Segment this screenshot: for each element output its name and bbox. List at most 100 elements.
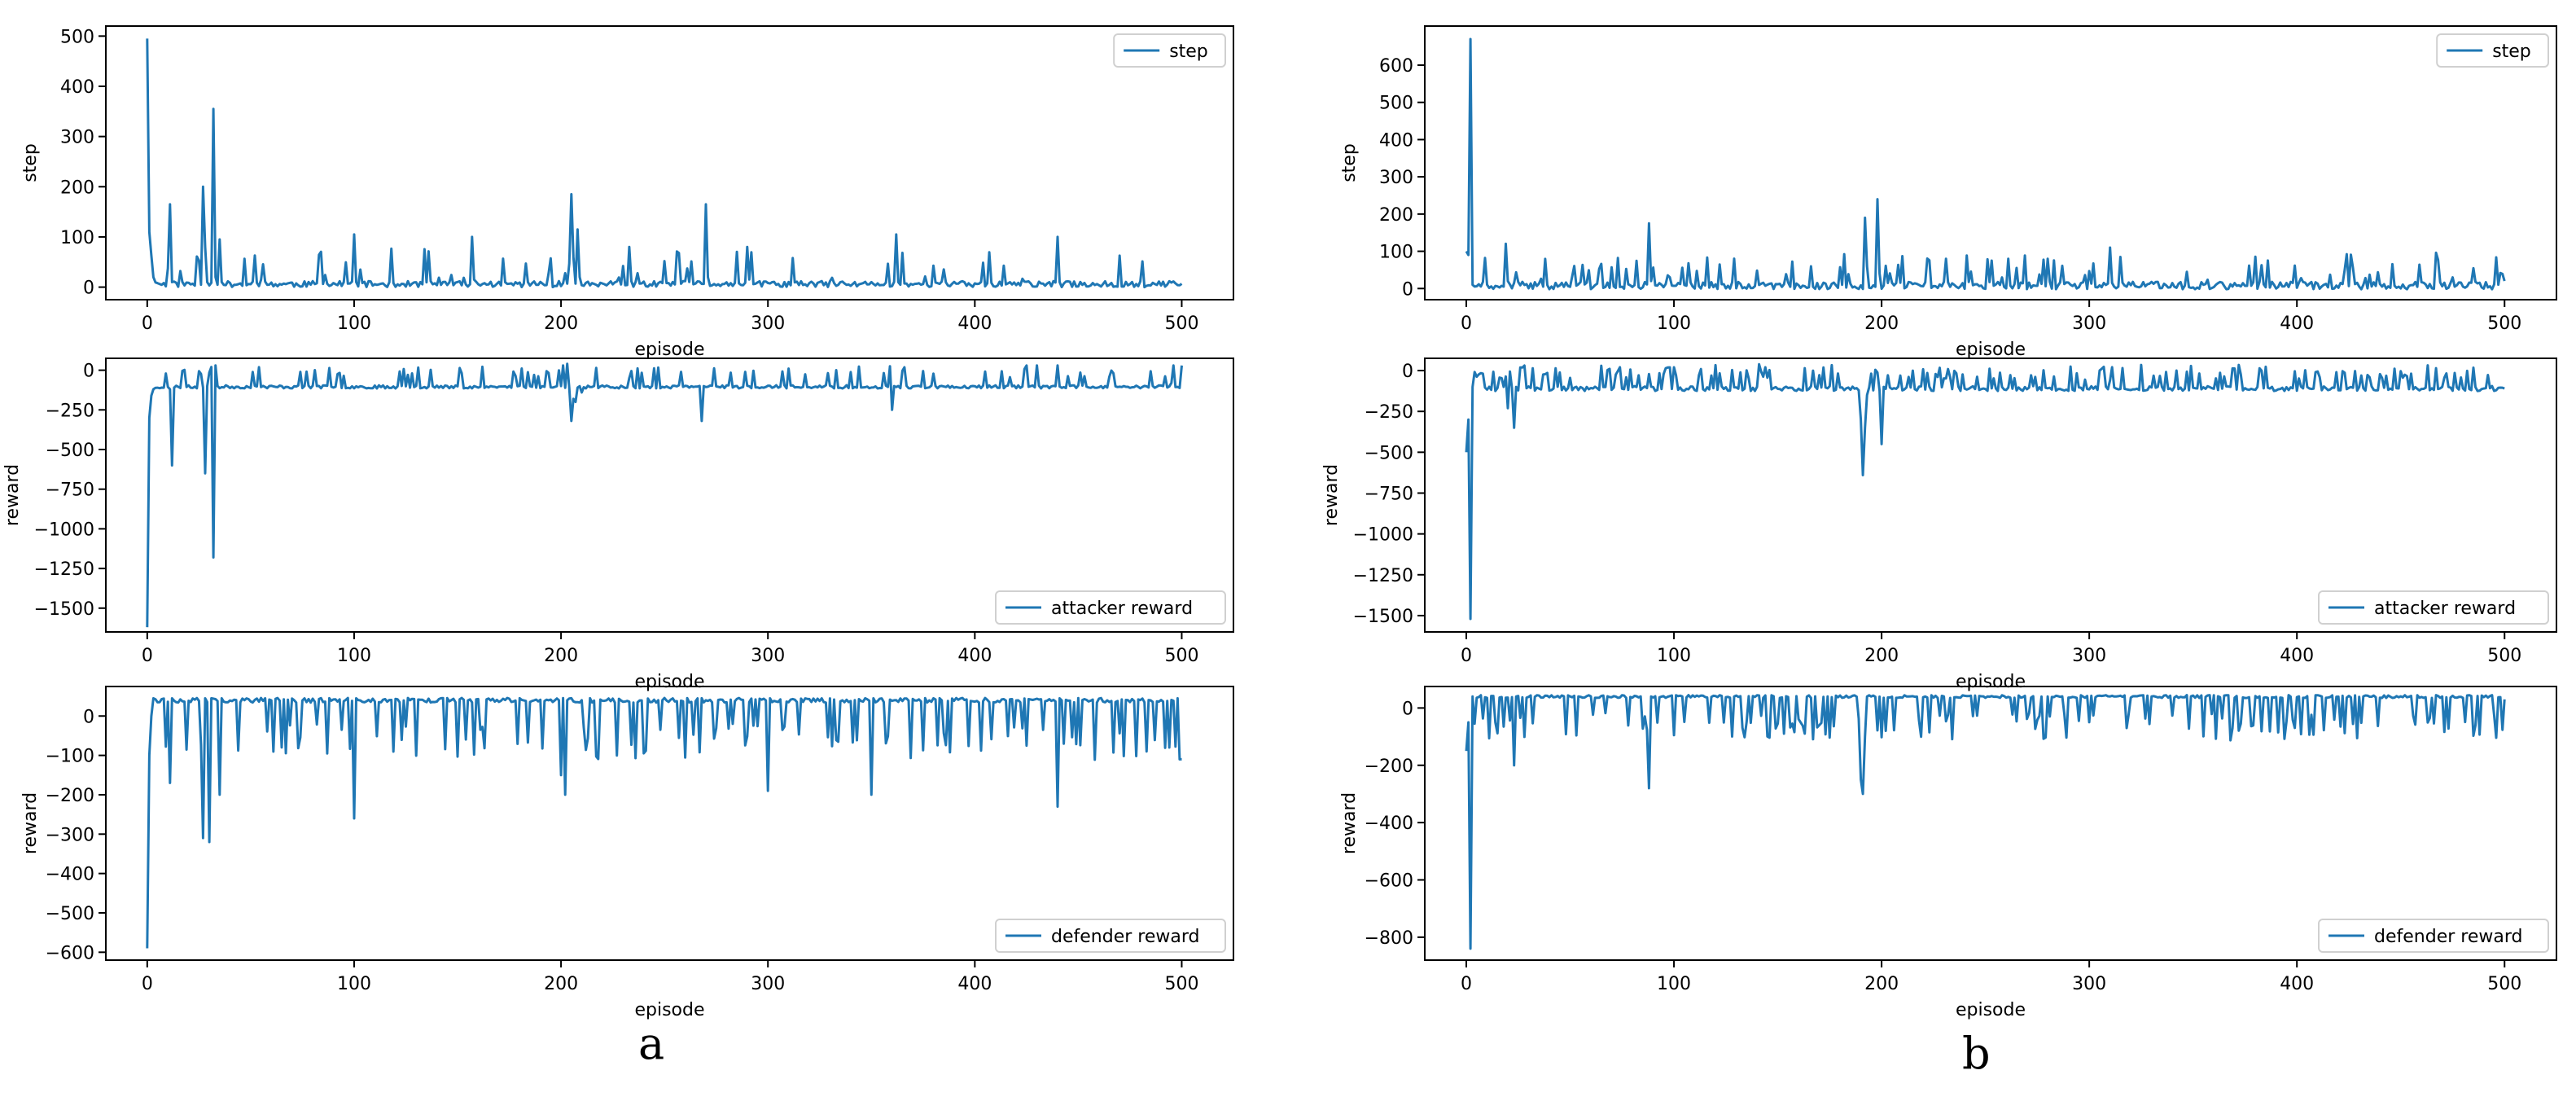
y-tick-label: 200 [60, 178, 94, 198]
x-axis-label: episode [634, 340, 704, 360]
legend-label: attacker reward [2374, 599, 2516, 619]
y-tick-label: −1500 [1353, 607, 1413, 627]
series-line [1465, 37, 2506, 291]
legend-label: step [1169, 42, 1208, 62]
y-tick-label: −200 [1365, 757, 1413, 777]
y-tick-label: 300 [1379, 168, 1413, 188]
axes-frame [105, 25, 1234, 300]
x-tick-label: 300 [751, 646, 785, 666]
panel-label-b: b [1962, 1028, 1991, 1079]
legend-label: defender reward [1051, 927, 1199, 947]
legend-box [995, 590, 1226, 625]
x-tick-label: 400 [957, 646, 992, 666]
x-tick-label: 400 [2280, 646, 2314, 666]
chart-a-step: 0 100 200 300 400 500 0 100 200 300 400 500 episode s… [20, 25, 1234, 360]
y-tick-label: 400 [60, 77, 94, 98]
y-tick-label: 200 [1379, 205, 1413, 226]
y-tick-label: −600 [1365, 871, 1413, 891]
y-tick-label: −250 [46, 401, 94, 421]
y-tick-label: 500 [1379, 94, 1413, 114]
x-tick-label: 200 [1864, 646, 1899, 666]
chart-b-step: 0 100 200 300 400 500 0 100 200 300 400 500 600 episo… [1339, 25, 2557, 360]
chart-a-attacker: 0 100 200 300 400 500 0 −250 −500 −750 −1000 −1250 −… [2, 357, 1234, 692]
y-tick-label: −800 [1365, 928, 1413, 949]
axes-frame [1424, 357, 2557, 633]
x-tick-label: 400 [2280, 974, 2314, 994]
y-tick-label: 0 [1402, 279, 1413, 300]
y-tick-label: 300 [60, 128, 94, 148]
y-tick-label: −500 [46, 441, 94, 461]
y-tick-label: 0 [83, 279, 94, 299]
x-tick-label: 300 [751, 314, 785, 334]
y-tick-label: −200 [46, 786, 94, 806]
legend-box [2318, 919, 2549, 953]
y-tick-label: −1250 [34, 559, 94, 580]
x-tick-label: 500 [1164, 314, 1198, 334]
y-tick-label: −1000 [1353, 525, 1413, 546]
y-axis-label: reward [1339, 792, 1360, 854]
y-tick-label: 0 [1402, 699, 1413, 719]
y-axis-label: reward [1321, 464, 1342, 526]
x-axis-label: episode [1956, 340, 2026, 360]
legend: attacker reward [2318, 590, 2549, 625]
y-tick-label: −600 [46, 943, 94, 963]
axes-frame [105, 686, 1234, 961]
x-tick-label: 100 [1657, 314, 1691, 334]
y-axis-label: step [1339, 143, 1360, 182]
legend: attacker reward [995, 590, 1226, 625]
series-line [146, 696, 1182, 949]
x-axis-label: episode [634, 1000, 704, 1020]
legend-box [2436, 33, 2549, 68]
panel-label-a: a [638, 1018, 665, 1069]
legend: step [1113, 33, 1226, 68]
x-tick-label: 0 [142, 646, 153, 666]
y-tick-label: −400 [1365, 814, 1413, 834]
x-tick-label: 300 [2072, 314, 2106, 334]
chart-a-defender: 0 100 200 300 400 500 0 −100 −200 −300 −400 −500 −60… [20, 686, 1234, 1020]
y-tick-label: 0 [1402, 362, 1413, 382]
x-tick-label: 100 [1657, 646, 1691, 666]
y-tick-label: −1000 [34, 520, 94, 540]
x-tick-label: 200 [544, 314, 578, 334]
y-tick-label: −1500 [34, 599, 94, 620]
x-tick-label: 400 [957, 974, 992, 994]
series-line [1465, 362, 2505, 621]
y-axis-label: reward [20, 792, 41, 854]
legend: defender reward [995, 919, 1226, 953]
x-tick-label: 100 [1657, 974, 1691, 994]
legend-box [2318, 590, 2549, 625]
legend-box [1113, 33, 1226, 68]
x-tick-label: 0 [1461, 314, 1472, 334]
y-tick-label: −400 [46, 865, 94, 885]
x-tick-label: 0 [142, 314, 153, 334]
x-tick-label: 100 [337, 314, 371, 334]
x-tick-label: 0 [1461, 646, 1472, 666]
x-tick-label: 200 [544, 974, 578, 994]
x-tick-label: 400 [2280, 314, 2314, 334]
x-tick-label: 0 [142, 974, 153, 994]
y-tick-label: 100 [60, 228, 94, 248]
series-line [146, 38, 1183, 289]
legend-label: step [2492, 42, 2531, 62]
x-tick-label: 200 [544, 646, 578, 666]
x-tick-label: 500 [2487, 646, 2521, 666]
y-tick-label: −750 [1365, 484, 1413, 504]
y-tick-label: 500 [60, 27, 94, 47]
chart-b-defender: 0 100 200 300 400 500 0 −200 −400 −600 −800 episode… [1339, 686, 2557, 1020]
y-tick-label: 0 [83, 707, 94, 727]
y-tick-label: 600 [1379, 56, 1413, 77]
y-tick-label: −1250 [1353, 566, 1413, 586]
x-tick-label: 300 [2072, 646, 2106, 666]
x-axis-label: episode [1956, 672, 2026, 692]
legend: defender reward [2318, 919, 2549, 953]
y-tick-label: −500 [46, 904, 94, 924]
axes-frame [1424, 25, 2557, 300]
x-tick-label: 100 [337, 646, 371, 666]
y-tick-label: −750 [46, 480, 94, 501]
series-line [1465, 694, 2506, 950]
x-tick-label: 500 [2487, 314, 2521, 334]
series-line [146, 362, 1183, 628]
x-tick-label: 100 [337, 974, 371, 994]
x-axis-label: episode [1956, 1000, 2026, 1020]
x-tick-label: 200 [1864, 974, 1899, 994]
